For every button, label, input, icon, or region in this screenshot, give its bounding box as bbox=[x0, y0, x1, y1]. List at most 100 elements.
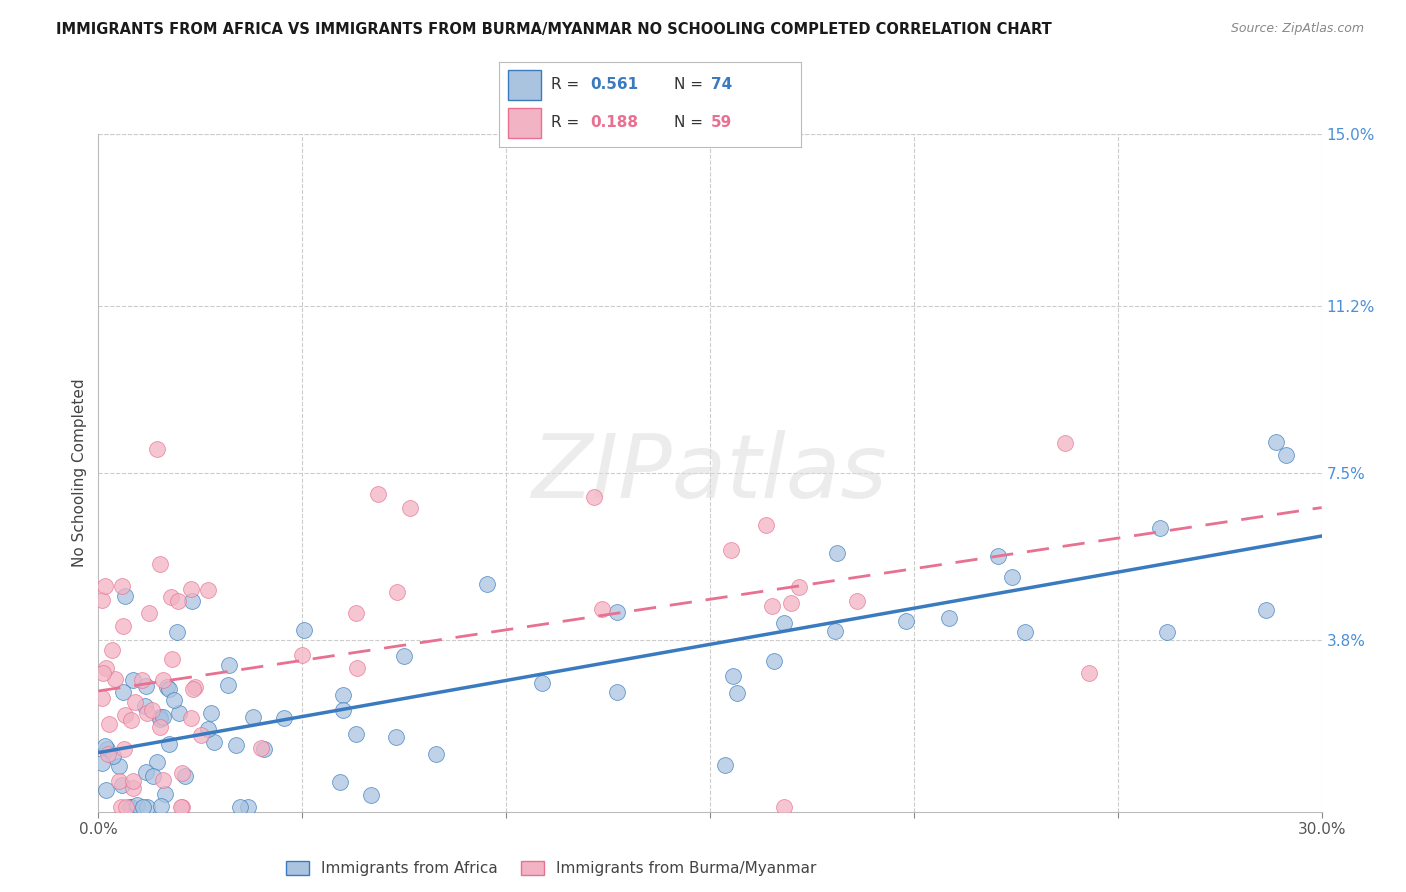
Point bbox=[1014, 624, 1036, 639]
Point bbox=[367, 487, 389, 501]
Point bbox=[787, 580, 810, 594]
Text: N =: N = bbox=[675, 77, 709, 92]
Point bbox=[156, 680, 179, 694]
Point bbox=[385, 584, 408, 599]
Point bbox=[94, 660, 117, 674]
Point bbox=[1254, 603, 1277, 617]
Point bbox=[132, 800, 155, 814]
Point bbox=[218, 657, 240, 672]
Point bbox=[181, 594, 204, 608]
Point bbox=[180, 582, 202, 596]
Point bbox=[845, 594, 868, 608]
Point bbox=[824, 624, 846, 638]
Point bbox=[141, 703, 163, 717]
Point bbox=[135, 679, 157, 693]
Point bbox=[332, 703, 354, 717]
Text: Source: ZipAtlas.com: Source: ZipAtlas.com bbox=[1230, 22, 1364, 36]
Point bbox=[101, 748, 124, 763]
Point bbox=[166, 625, 188, 640]
Point bbox=[131, 673, 153, 687]
Point bbox=[170, 766, 193, 780]
Point bbox=[136, 800, 159, 814]
Bar bbox=[508, 70, 541, 100]
Point bbox=[180, 711, 202, 725]
Point bbox=[167, 593, 190, 607]
Text: R =: R = bbox=[551, 77, 583, 92]
Point bbox=[120, 800, 142, 814]
Point bbox=[346, 661, 368, 675]
Point bbox=[592, 602, 614, 616]
Point bbox=[125, 798, 148, 813]
Point bbox=[169, 706, 191, 721]
Point bbox=[291, 648, 314, 662]
Point bbox=[145, 442, 167, 457]
Text: 59: 59 bbox=[710, 115, 733, 130]
Point bbox=[217, 678, 239, 692]
Point bbox=[242, 710, 264, 724]
Point bbox=[329, 775, 352, 789]
Point bbox=[101, 643, 124, 657]
Point bbox=[160, 652, 183, 666]
Point bbox=[111, 684, 134, 698]
Point bbox=[190, 729, 212, 743]
Point bbox=[124, 695, 146, 709]
Point bbox=[148, 720, 170, 734]
Point bbox=[114, 590, 136, 604]
Point bbox=[249, 741, 271, 756]
Point bbox=[273, 711, 295, 725]
Point bbox=[772, 800, 794, 814]
Point bbox=[91, 665, 114, 680]
Text: 74: 74 bbox=[710, 77, 733, 92]
Point bbox=[1053, 436, 1076, 450]
Point bbox=[122, 673, 145, 687]
Point bbox=[1275, 448, 1298, 462]
Point bbox=[157, 682, 180, 697]
Point bbox=[94, 579, 117, 593]
Point bbox=[149, 710, 172, 724]
Point bbox=[1156, 625, 1178, 640]
Point bbox=[938, 610, 960, 624]
Point bbox=[344, 607, 367, 621]
Point bbox=[94, 739, 117, 753]
Point bbox=[135, 764, 157, 779]
Bar bbox=[508, 108, 541, 138]
Point bbox=[170, 800, 193, 814]
Point bbox=[772, 616, 794, 631]
Y-axis label: No Schooling Completed: No Schooling Completed bbox=[72, 378, 87, 567]
Text: IMMIGRANTS FROM AFRICA VS IMMIGRANTS FROM BURMA/MYANMAR NO SCHOOLING COMPLETED C: IMMIGRANTS FROM AFRICA VS IMMIGRANTS FRO… bbox=[56, 22, 1052, 37]
Point bbox=[94, 783, 117, 797]
Point bbox=[1001, 570, 1024, 584]
Point bbox=[425, 747, 447, 761]
Point bbox=[987, 549, 1010, 563]
Point bbox=[721, 669, 744, 683]
Point bbox=[606, 684, 628, 698]
Point bbox=[152, 773, 174, 788]
Point bbox=[392, 648, 415, 663]
Point bbox=[138, 606, 160, 620]
Point bbox=[1077, 666, 1099, 681]
Point bbox=[107, 759, 129, 773]
Point bbox=[725, 686, 748, 700]
Point bbox=[111, 778, 134, 792]
Point bbox=[149, 712, 172, 726]
Point bbox=[152, 673, 174, 687]
Point bbox=[97, 747, 120, 761]
Point bbox=[720, 543, 742, 558]
Point bbox=[755, 517, 778, 532]
Point bbox=[825, 546, 848, 560]
Point bbox=[761, 599, 783, 613]
Text: R =: R = bbox=[551, 115, 583, 130]
Point bbox=[114, 707, 136, 722]
Legend: Immigrants from Africa, Immigrants from Burma/Myanmar: Immigrants from Africa, Immigrants from … bbox=[280, 855, 823, 882]
Point bbox=[170, 800, 193, 814]
Point bbox=[530, 676, 553, 690]
Point bbox=[134, 699, 156, 714]
Point bbox=[91, 691, 114, 706]
Text: 0.188: 0.188 bbox=[591, 115, 638, 130]
Point bbox=[202, 735, 225, 749]
Point bbox=[714, 758, 737, 772]
Point bbox=[120, 714, 142, 728]
Point bbox=[292, 623, 315, 637]
Point bbox=[96, 741, 118, 756]
Point bbox=[115, 800, 138, 814]
